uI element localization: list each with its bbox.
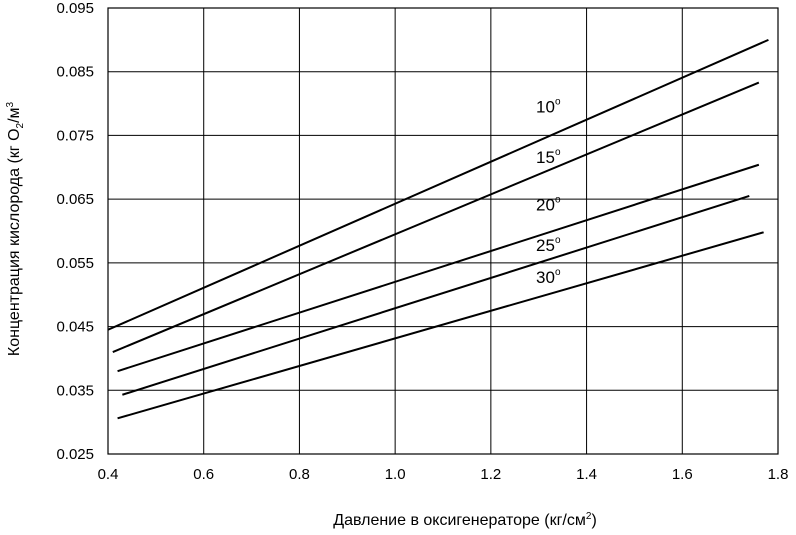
y-tick-label: 0.045 bbox=[56, 319, 94, 336]
plot-area bbox=[107, 7, 779, 455]
grid bbox=[107, 7, 779, 455]
x-tick-label: 1.6 bbox=[672, 466, 693, 483]
y-tick-label: 0.065 bbox=[56, 191, 94, 208]
x-axis-label: Давление в оксигенераторе (кг/см2) bbox=[333, 511, 597, 529]
y-tick-label: 0.095 bbox=[56, 0, 94, 17]
series-line-20 bbox=[117, 163, 760, 373]
y-tick-label: 0.075 bbox=[56, 127, 94, 144]
series-line-25 bbox=[122, 195, 750, 396]
series-line-10 bbox=[107, 38, 769, 331]
series-label-30: 30o bbox=[536, 267, 561, 287]
series-label-15: 15o bbox=[536, 147, 561, 167]
series-line-30 bbox=[117, 231, 764, 420]
y-tick-label: 0.085 bbox=[56, 64, 94, 81]
series-lines bbox=[107, 38, 769, 420]
series-labels: 10o 15o 20o 25o 30o bbox=[536, 96, 561, 287]
y-axis-ticks: 0.025 0.035 0.045 0.055 0.065 0.075 0.085 0.095 bbox=[56, 0, 94, 463]
series-line-15 bbox=[112, 81, 760, 353]
x-tick-label: 0.4 bbox=[98, 466, 119, 483]
series-label-20: 20o bbox=[536, 195, 561, 215]
x-tick-label: 1.8 bbox=[768, 466, 789, 483]
plot-frame bbox=[107, 7, 779, 455]
x-tick-label: 1.2 bbox=[480, 466, 501, 483]
x-tick-label: 0.8 bbox=[289, 466, 310, 483]
y-axis-label: Концентрация кислорода (кг O2/м3 bbox=[5, 101, 26, 356]
x-axis-ticks: 0.4 0.6 0.8 1.0 1.2 1.4 1.6 1.8 bbox=[98, 466, 789, 483]
series-label-10: 10o bbox=[536, 96, 561, 116]
series-label-25: 25o bbox=[536, 235, 561, 255]
x-tick-label: 0.6 bbox=[193, 466, 214, 483]
y-tick-label: 0.035 bbox=[56, 382, 94, 399]
x-tick-label: 1.0 bbox=[385, 466, 406, 483]
y-tick-label: 0.055 bbox=[56, 255, 94, 272]
x-tick-label: 1.4 bbox=[576, 466, 597, 483]
y-tick-label: 0.025 bbox=[56, 446, 94, 463]
